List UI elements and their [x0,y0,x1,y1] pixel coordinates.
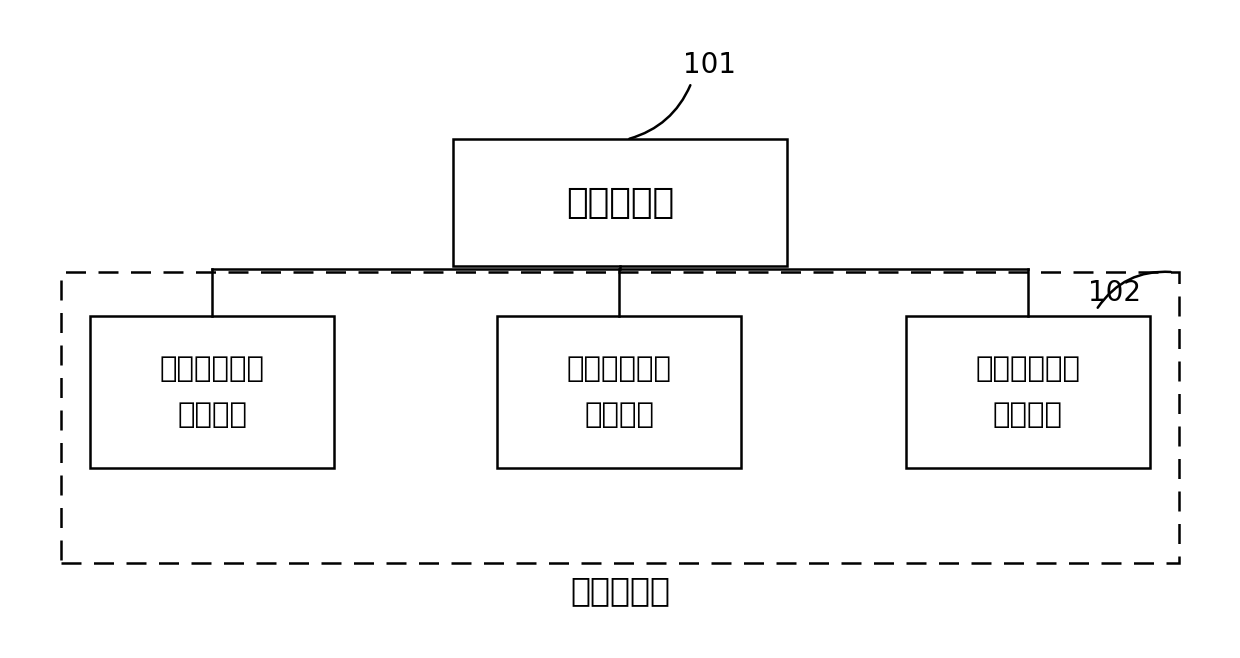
Text: 无菌制药设备
的控制器: 无菌制药设备 的控制器 [567,355,672,429]
Text: 设备层设备: 设备层设备 [570,574,670,607]
Text: 无菌制药设备
的控制器: 无菌制药设备 的控制器 [975,355,1080,429]
Bar [497,316,742,468]
Bar [91,316,335,468]
Text: 101: 101 [683,51,735,80]
Text: 无菌制药设备
的控制器: 无菌制药设备 的控制器 [160,355,265,429]
Bar [905,316,1149,468]
Text: 102: 102 [1087,279,1141,307]
Text: 操作层设备: 操作层设备 [565,186,675,220]
Bar [61,272,1179,563]
Bar [454,139,786,266]
